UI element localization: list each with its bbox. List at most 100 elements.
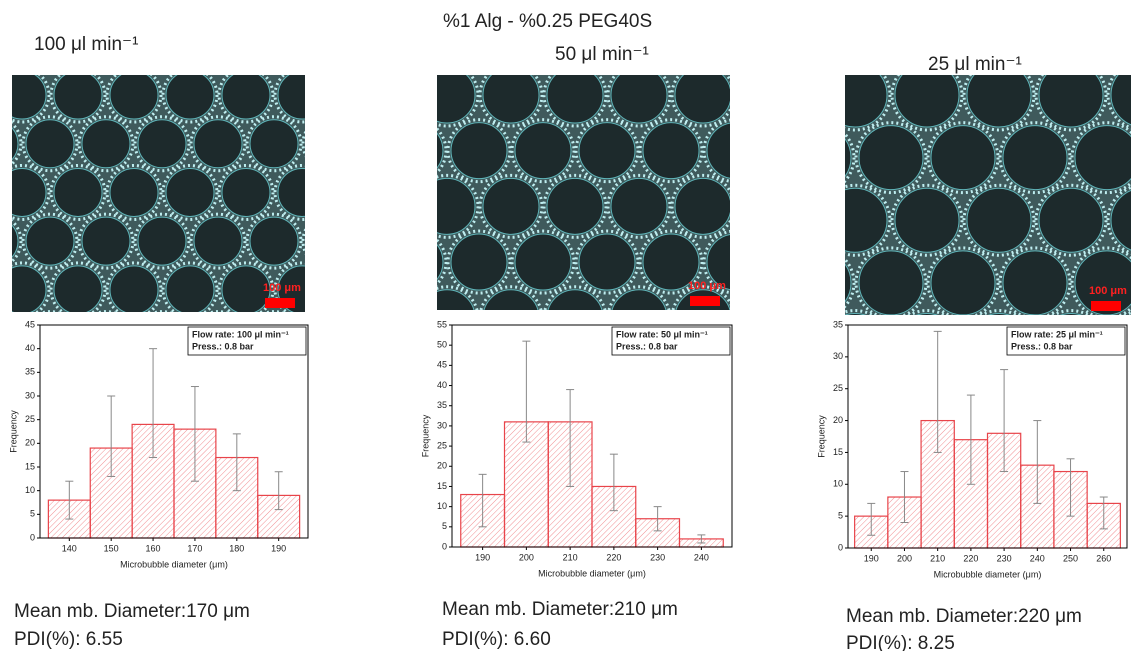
- bubble-shell: [12, 163, 51, 221]
- bubble: [249, 119, 299, 169]
- x-tick-label: 240: [694, 552, 709, 562]
- bubble: [514, 122, 572, 180]
- bubble-shell: [133, 212, 191, 270]
- bubble: [362, 120, 410, 168]
- bubble-shell: [926, 246, 1000, 315]
- x-tick-label: 250: [1063, 553, 1078, 563]
- bubble-shell: [105, 75, 163, 124]
- bubble: [306, 315, 354, 363]
- bubble: [81, 119, 131, 169]
- bubble-shell: [359, 19, 413, 73]
- bubble: [966, 75, 1032, 128]
- bubble-shell: [856, 0, 926, 67]
- bubble: [138, 315, 186, 363]
- bubble-shell: [77, 115, 135, 173]
- bubble: [751, 188, 815, 252]
- bubble-shell: [736, 175, 798, 237]
- bar: [173, 428, 217, 539]
- bubble-shell: [446, 229, 512, 295]
- bubble-shell: [748, 60, 818, 130]
- bubble: [482, 75, 540, 124]
- y-tick-label: 35: [25, 367, 35, 377]
- flow-rate-label: 50 μl min⁻¹: [555, 44, 649, 65]
- bubble-shell: [437, 238, 448, 286]
- bubble: [451, 345, 507, 401]
- bubble-shell: [161, 75, 219, 124]
- bubble-shell: [890, 183, 964, 257]
- bubble-shell: [49, 75, 107, 124]
- bubble-shell: [135, 19, 189, 73]
- bubble: [1110, 190, 1131, 251]
- bubble-shell: [748, 311, 818, 381]
- y-tick-label: 25: [25, 414, 35, 424]
- bubble-shell: [189, 115, 247, 173]
- y-tick-label: 15: [833, 447, 843, 457]
- bubble-shell: [704, 8, 766, 70]
- x-tick-label: 220: [606, 552, 621, 562]
- y-tick-label: 10: [437, 501, 447, 511]
- bubble: [845, 138, 852, 178]
- bubble: [138, 22, 186, 70]
- y-tick-label: 30: [437, 420, 447, 430]
- bubble: [306, 120, 354, 168]
- bubble-shell: [437, 126, 448, 175]
- annotation: Press.: 0.8 bar: [616, 341, 678, 351]
- bubble: [859, 0, 923, 64]
- bubble-shell: [606, 75, 672, 128]
- x-axis-label: Microbubble diameter (μm): [934, 569, 1042, 579]
- bubble: [642, 122, 700, 180]
- bubble-shell: [478, 173, 544, 239]
- flow-rate-label: 100 μl min⁻¹: [34, 34, 138, 55]
- bubble-shell: [845, 309, 875, 315]
- bubble: [109, 75, 159, 120]
- scale-bar-label: 100 μm: [688, 280, 726, 292]
- bubble: [858, 125, 924, 191]
- bubble: [437, 75, 476, 124]
- bubble-shell: [301, 227, 305, 255]
- bubble: [547, 289, 603, 310]
- bubble: [771, 234, 827, 290]
- micrograph: [12, 19, 413, 363]
- x-tick-label: 260: [1096, 553, 1111, 563]
- bubble-shell: [907, 309, 947, 315]
- bubble-shell: [962, 183, 1036, 257]
- scale-bar: [265, 298, 295, 308]
- y-tick-label: 20: [437, 461, 447, 471]
- bubble: [450, 122, 508, 180]
- bubble-shell: [217, 261, 275, 312]
- figure-title: %1 Alg - %0.25 PEG40S: [443, 11, 652, 32]
- bubble-shell: [273, 261, 305, 312]
- x-tick-label: 170: [187, 543, 202, 553]
- bubble-shell: [768, 231, 830, 293]
- y-tick-label: 25: [437, 440, 447, 450]
- bubble: [25, 119, 75, 169]
- bubble: [610, 177, 668, 235]
- x-tick-label: 150: [104, 543, 119, 553]
- bubble: [355, 178, 411, 234]
- bubble-shell: [161, 163, 219, 221]
- bubble: [53, 167, 103, 217]
- bubble: [930, 125, 996, 191]
- y-tick-label: 15: [25, 461, 35, 471]
- bubble: [12, 167, 47, 217]
- bubble-shell: [95, 310, 117, 312]
- bubble: [771, 123, 827, 179]
- bubble-shell: [161, 261, 219, 312]
- bubble-shell: [12, 261, 51, 312]
- y-tick-label: 40: [437, 380, 447, 390]
- x-tick-label: 220: [963, 553, 978, 563]
- bubble-shell: [273, 163, 305, 221]
- y-tick-label: 35: [437, 400, 447, 410]
- bubble-shell: [352, 175, 414, 237]
- bubble-shell: [384, 342, 446, 404]
- micrograph: [352, 8, 830, 404]
- bubble: [707, 11, 763, 67]
- bubble: [739, 290, 795, 346]
- plot-frame: [39, 324, 309, 539]
- bubble-shell: [133, 115, 191, 173]
- bubble-shell: [1034, 75, 1108, 132]
- bubble-shell: [207, 310, 229, 312]
- scale-bar: [1091, 301, 1121, 311]
- bubble: [334, 168, 382, 216]
- bubble-shell: [736, 64, 798, 126]
